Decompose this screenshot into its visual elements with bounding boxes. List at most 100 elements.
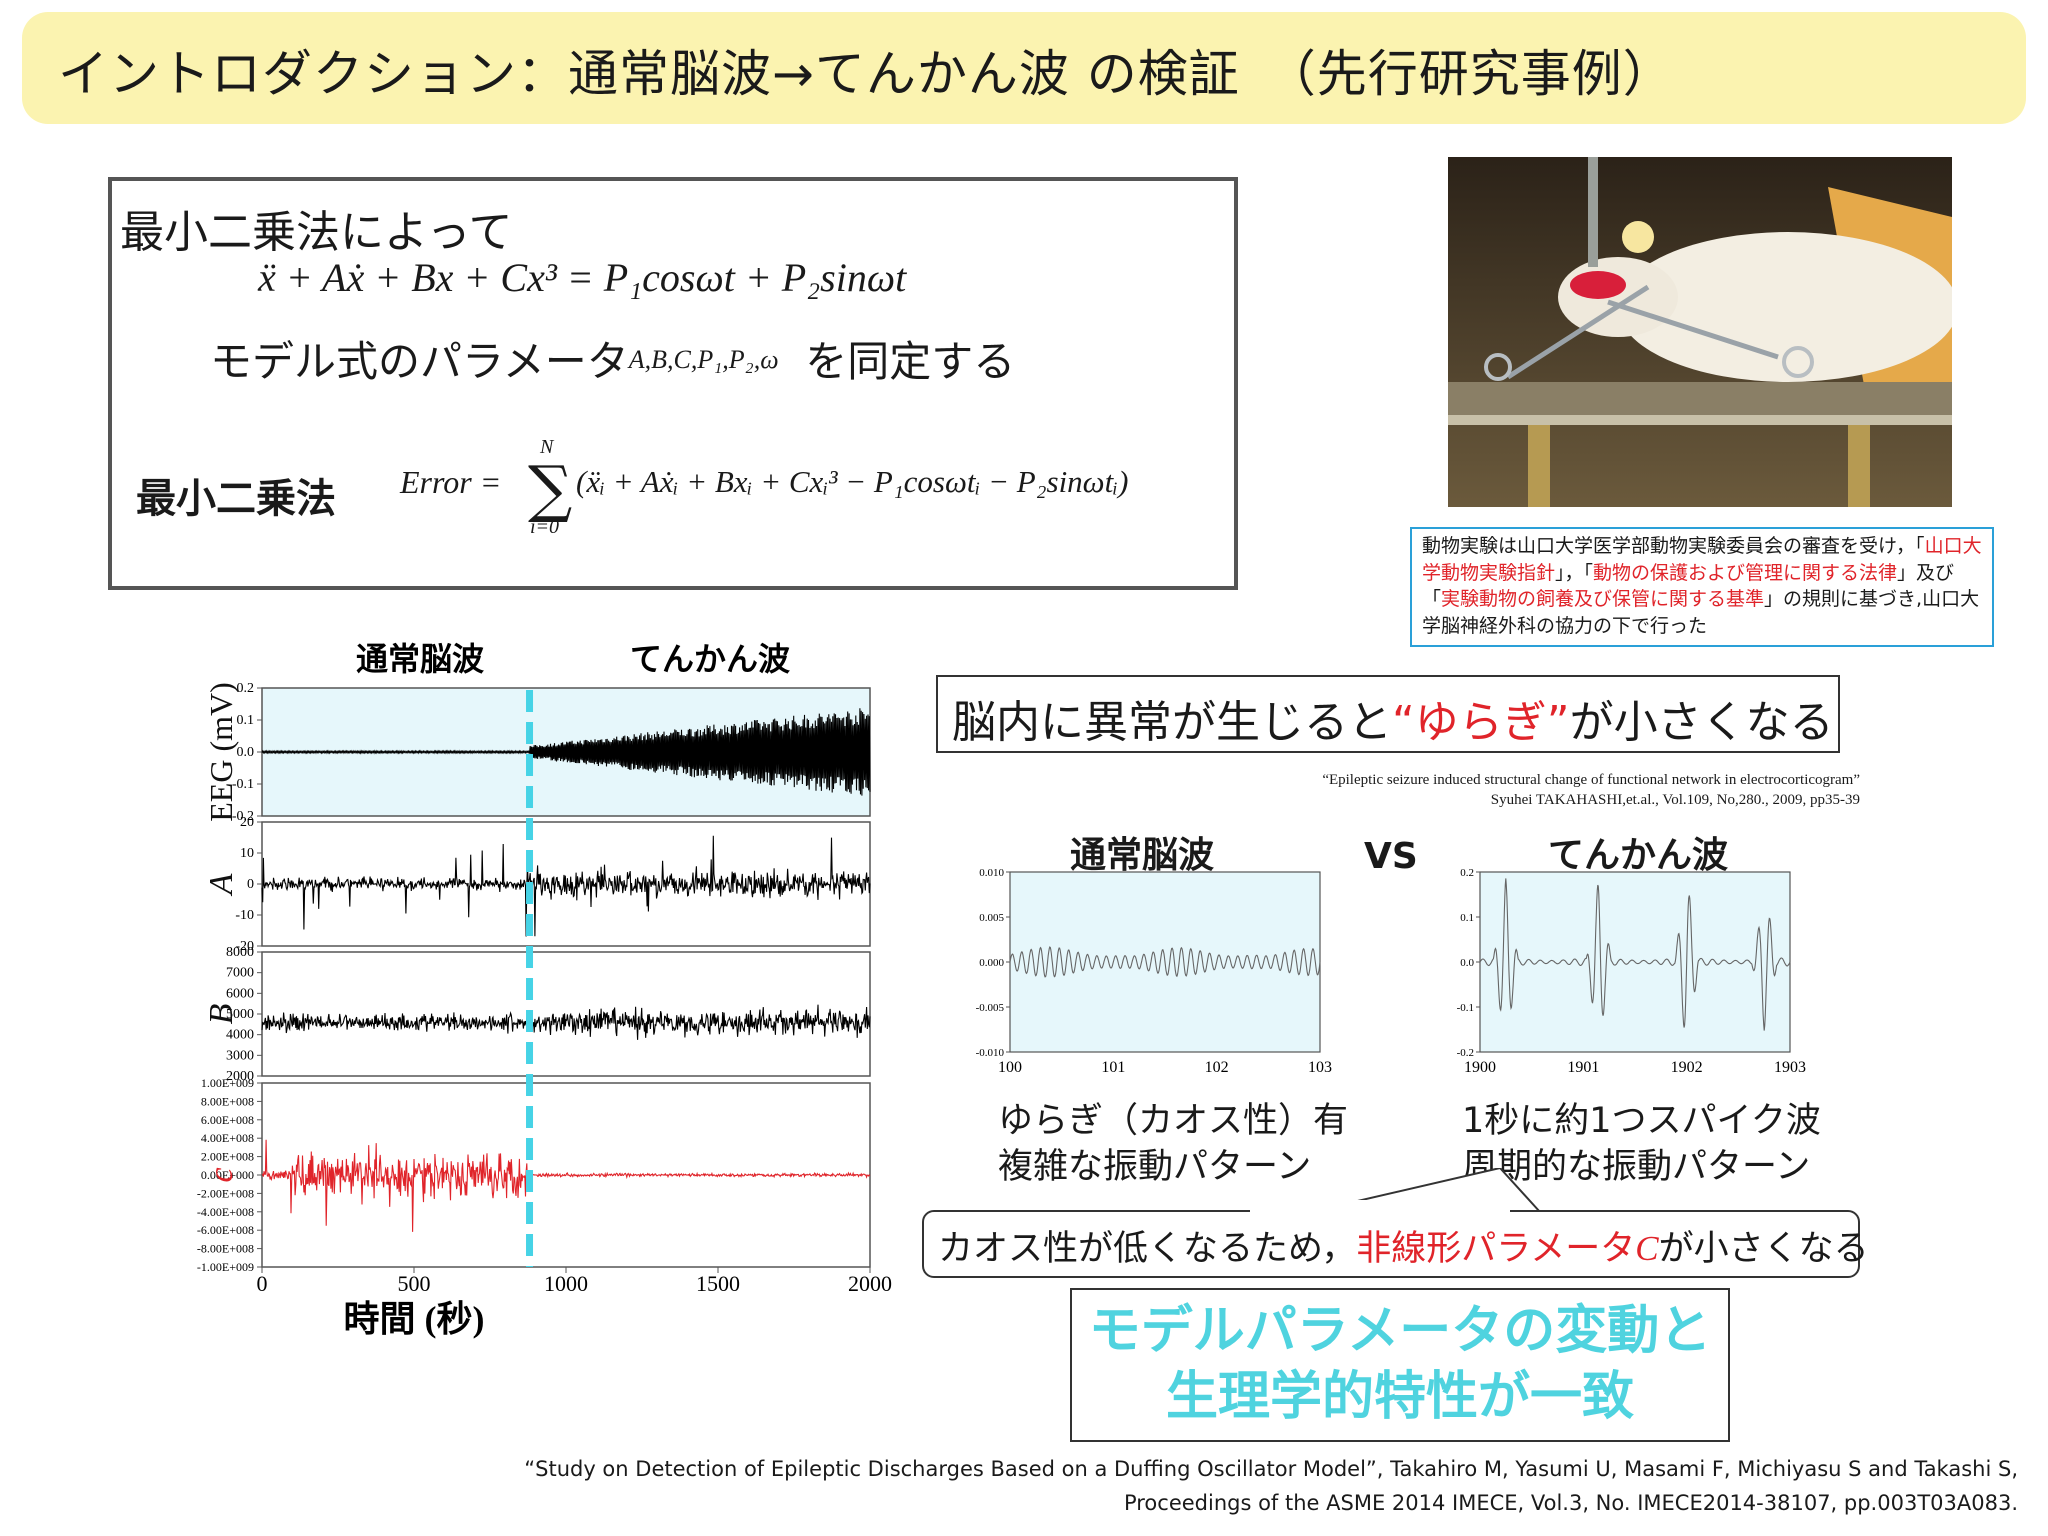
panel-frame <box>261 951 871 1077</box>
title-banner <box>22 12 2026 124</box>
epileptic-description: 1秒に約1つスパイク波 周期的な振動パターン <box>1462 1098 1821 1190</box>
zoom-y-tick-label: 0.005 <box>979 912 1004 924</box>
y-tick-label: 0.00E+000 <box>201 1168 254 1182</box>
zoom-y-tick-label: 0.010 <box>979 867 1004 879</box>
zoom-y-tick-label: -0.005 <box>976 1002 1005 1014</box>
ethics-text-2: 」，「 <box>1555 561 1594 584</box>
zoom-y-tick-label: 0.000 <box>979 957 1004 969</box>
citation: “Study on Detection of Epileptic Dischar… <box>400 1452 2018 1520</box>
comparison-vs: VS <box>1364 836 1418 877</box>
y-axis-label: c <box>203 1167 240 1182</box>
normal-description: ゆらぎ（カオス性）有 複雑な振動パターン <box>998 1098 1348 1190</box>
comparison-epileptic-title: てんかん波 <box>1548 835 1729 876</box>
zoom-x-tick-label: 102 <box>1205 1059 1229 1076</box>
identify-suffix: を同定する <box>805 337 1016 386</box>
epileptic-desc-1: 1秒に約1つスパイク波 <box>1462 1101 1821 1141</box>
identify-sentence: モデル式のパラメータA,B,C,P₁,P₂,ω を同定する <box>210 328 1015 389</box>
y-tick-label: -0.2 <box>232 809 254 824</box>
ethics-text-4: 」の規則に基づき,山口大学脳神経外科の協力の下で行った <box>1422 588 1980 637</box>
y-tick-label: 0.1 <box>237 713 255 728</box>
ethics-text-3: 」及び「 <box>1422 561 1955 611</box>
y-tick-label: 0.0 <box>237 745 255 760</box>
y-tick-label: 7000 <box>226 966 254 981</box>
y-tick-label: 5000 <box>226 1007 254 1022</box>
error-rhs: (ẍᵢ + Aẋᵢ + Bxᵢ + Cxᵢ³ − P₁cosωtᵢ − P₂si… <box>576 464 1129 499</box>
zoom-x-tick-label: 101 <box>1101 1059 1125 1076</box>
y-axis-label: B <box>203 1003 240 1024</box>
y-tick-label: -20 <box>235 939 254 954</box>
zoom-y-tick-label: 0.1 <box>1460 912 1474 924</box>
header-epileptic: てんかん波 <box>630 641 790 677</box>
header-normal: 通常脳波 <box>356 641 484 677</box>
x-tick-label: 2000 <box>848 1271 892 1296</box>
duffing-equation: ẍ + Aẋ + Bx + Cx³ = P₁cosωt + P₂sinωt <box>258 255 907 300</box>
conclusion-box <box>1070 1288 1730 1442</box>
zoom-y-tick-label: 0.2 <box>1460 867 1474 879</box>
y-tick-label: 10 <box>240 846 254 861</box>
chaos-suffix: が小さくなる <box>1658 1229 1869 1269</box>
y-tick-label: 0 <box>247 877 254 892</box>
identify-params: A,B,C,P₁,P₂,ω <box>628 345 779 374</box>
y-tick-label: 4.00E+008 <box>201 1131 254 1145</box>
finding-prefix: 脳内に異常が生じると <box>952 697 1392 748</box>
zoom-series-line <box>1479 878 1791 1031</box>
identify-prefix: モデル式のパラメータ <box>210 337 629 386</box>
y-tick-label: 20 <box>240 815 254 830</box>
series-line <box>261 1004 871 1040</box>
comparison-normal-title: 通常脳波 <box>1070 835 1215 876</box>
chaos-param: C <box>1635 1229 1659 1268</box>
y-tick-label: 8.00E+008 <box>201 1094 254 1108</box>
x-tick-label: 1500 <box>696 1271 740 1296</box>
y-axis-label: A <box>203 873 240 896</box>
normal-desc-1: ゆらぎ（カオス性）有 <box>998 1101 1349 1141</box>
lsq-label: 最小二乗法 <box>136 476 336 522</box>
ethics-note: 動物実験は山口大学医学部動物実験委員会の審査を受け，「山口大学動物実験指針」，「… <box>1422 533 1988 639</box>
y-tick-label: 6.00E+008 <box>201 1113 254 1127</box>
ethics-law: 動物の保護および管理に関する法律 <box>1593 561 1898 584</box>
finding-box <box>936 675 1840 753</box>
conclusion-line-2: 生理学的特性が一致 <box>1165 1367 1634 1427</box>
reference-small: “Epileptic seizure induced structural ch… <box>1000 770 1860 810</box>
y-tick-label: 4000 <box>226 1028 254 1043</box>
epileptic-desc-2: 周期的な振動パターン <box>1462 1147 1811 1187</box>
y-tick-label: 1.00E+009 <box>201 1076 254 1090</box>
series-line <box>261 835 871 937</box>
x-tick-label: 1000 <box>544 1271 588 1296</box>
reference-small-authors: Syuhei TAKAHASHI,et.al., Vol.109, No,280… <box>1490 792 1860 808</box>
zoom-x-tick-label: 1903 <box>1774 1059 1806 1076</box>
y-tick-label: 3000 <box>226 1048 254 1063</box>
zoom-x-tick-label: 1902 <box>1671 1059 1703 1076</box>
x-tick-label: 500 <box>398 1271 431 1296</box>
x-tick-label: 0 <box>257 1271 268 1296</box>
conclusion-line-1: モデルパラメータの変動と <box>1088 1301 1712 1361</box>
zoom-y-tick-label: -0.010 <box>976 1047 1005 1059</box>
sum-upper: N <box>540 436 554 458</box>
sum-lower: i=0 <box>530 516 560 538</box>
callout-join <box>1250 1200 1510 1214</box>
zoom-y-tick-label: -0.1 <box>1457 1002 1474 1014</box>
zoom-x-tick-label: 103 <box>1308 1059 1332 1076</box>
finding-text: 脳内に異常が生じると“ゆらぎ”が小さくなる <box>952 686 1834 750</box>
photo-illustration <box>1448 157 1952 507</box>
finding-suffix: が小さくなる <box>1569 697 1834 748</box>
series-line <box>261 1139 871 1232</box>
ethics-note-box <box>1410 527 1994 647</box>
ethics-guideline: 山口大学動物実験指針 <box>1422 535 1982 584</box>
y-tick-label: -8.00E+008 <box>197 1242 254 1256</box>
zoom-y-tick-label: -0.2 <box>1457 1047 1474 1059</box>
y-tick-label: -10 <box>235 908 254 923</box>
y-tick-label: 8000 <box>226 945 254 960</box>
sum-symbol: ∑ <box>528 452 573 525</box>
y-tick-label: -0.1 <box>232 777 254 792</box>
y-tick-label: 2000 <box>226 1069 254 1084</box>
error-lhs: Error = <box>400 464 502 500</box>
y-tick-label: 0.2 <box>237 681 255 696</box>
y-tick-label: -6.00E+008 <box>197 1223 254 1237</box>
reference-small-title: “Epileptic seizure induced structural ch… <box>1322 772 1860 788</box>
y-axis-label: EEG (mV) <box>203 682 239 822</box>
zoom-x-tick-label: 1900 <box>1464 1059 1496 1076</box>
chaos-highlight: 非線形パラメータ <box>1356 1229 1636 1269</box>
method-intro: 最小二乗法によって <box>120 207 513 258</box>
